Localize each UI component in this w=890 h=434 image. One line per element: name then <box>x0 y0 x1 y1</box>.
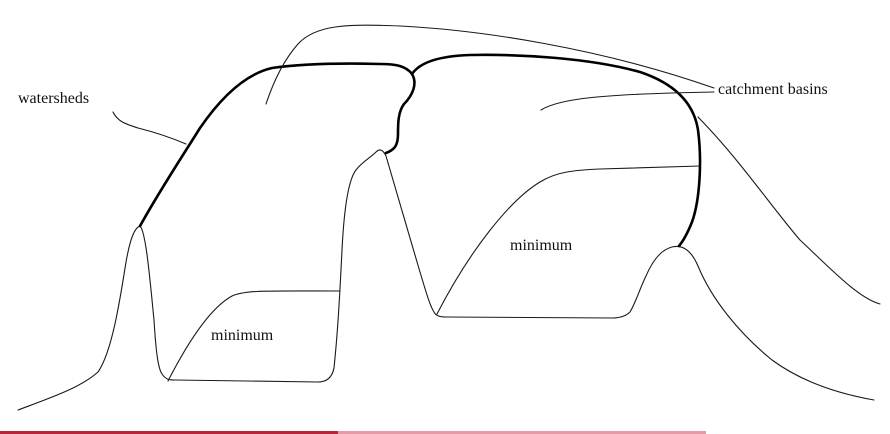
watershed-line <box>138 62 416 228</box>
catchment-leader-right <box>540 91 715 111</box>
footer-bar-left <box>0 431 338 434</box>
watersheds-label: watersheds <box>18 90 89 107</box>
watersheds-leader-line <box>112 111 187 145</box>
minimum-label-right: minimum <box>510 237 573 254</box>
catchment-basins-label: catchment basins <box>718 81 828 98</box>
watershed-line-right <box>410 53 702 248</box>
outer-hill-curve <box>697 116 881 305</box>
terrain-profile <box>17 149 875 411</box>
minimum-label-left: minimum <box>211 327 274 344</box>
basin-floor-right <box>436 165 701 315</box>
basin-floor-left <box>167 290 341 382</box>
footer-bar-right <box>338 431 706 434</box>
catchment-leader-left <box>265 24 715 105</box>
